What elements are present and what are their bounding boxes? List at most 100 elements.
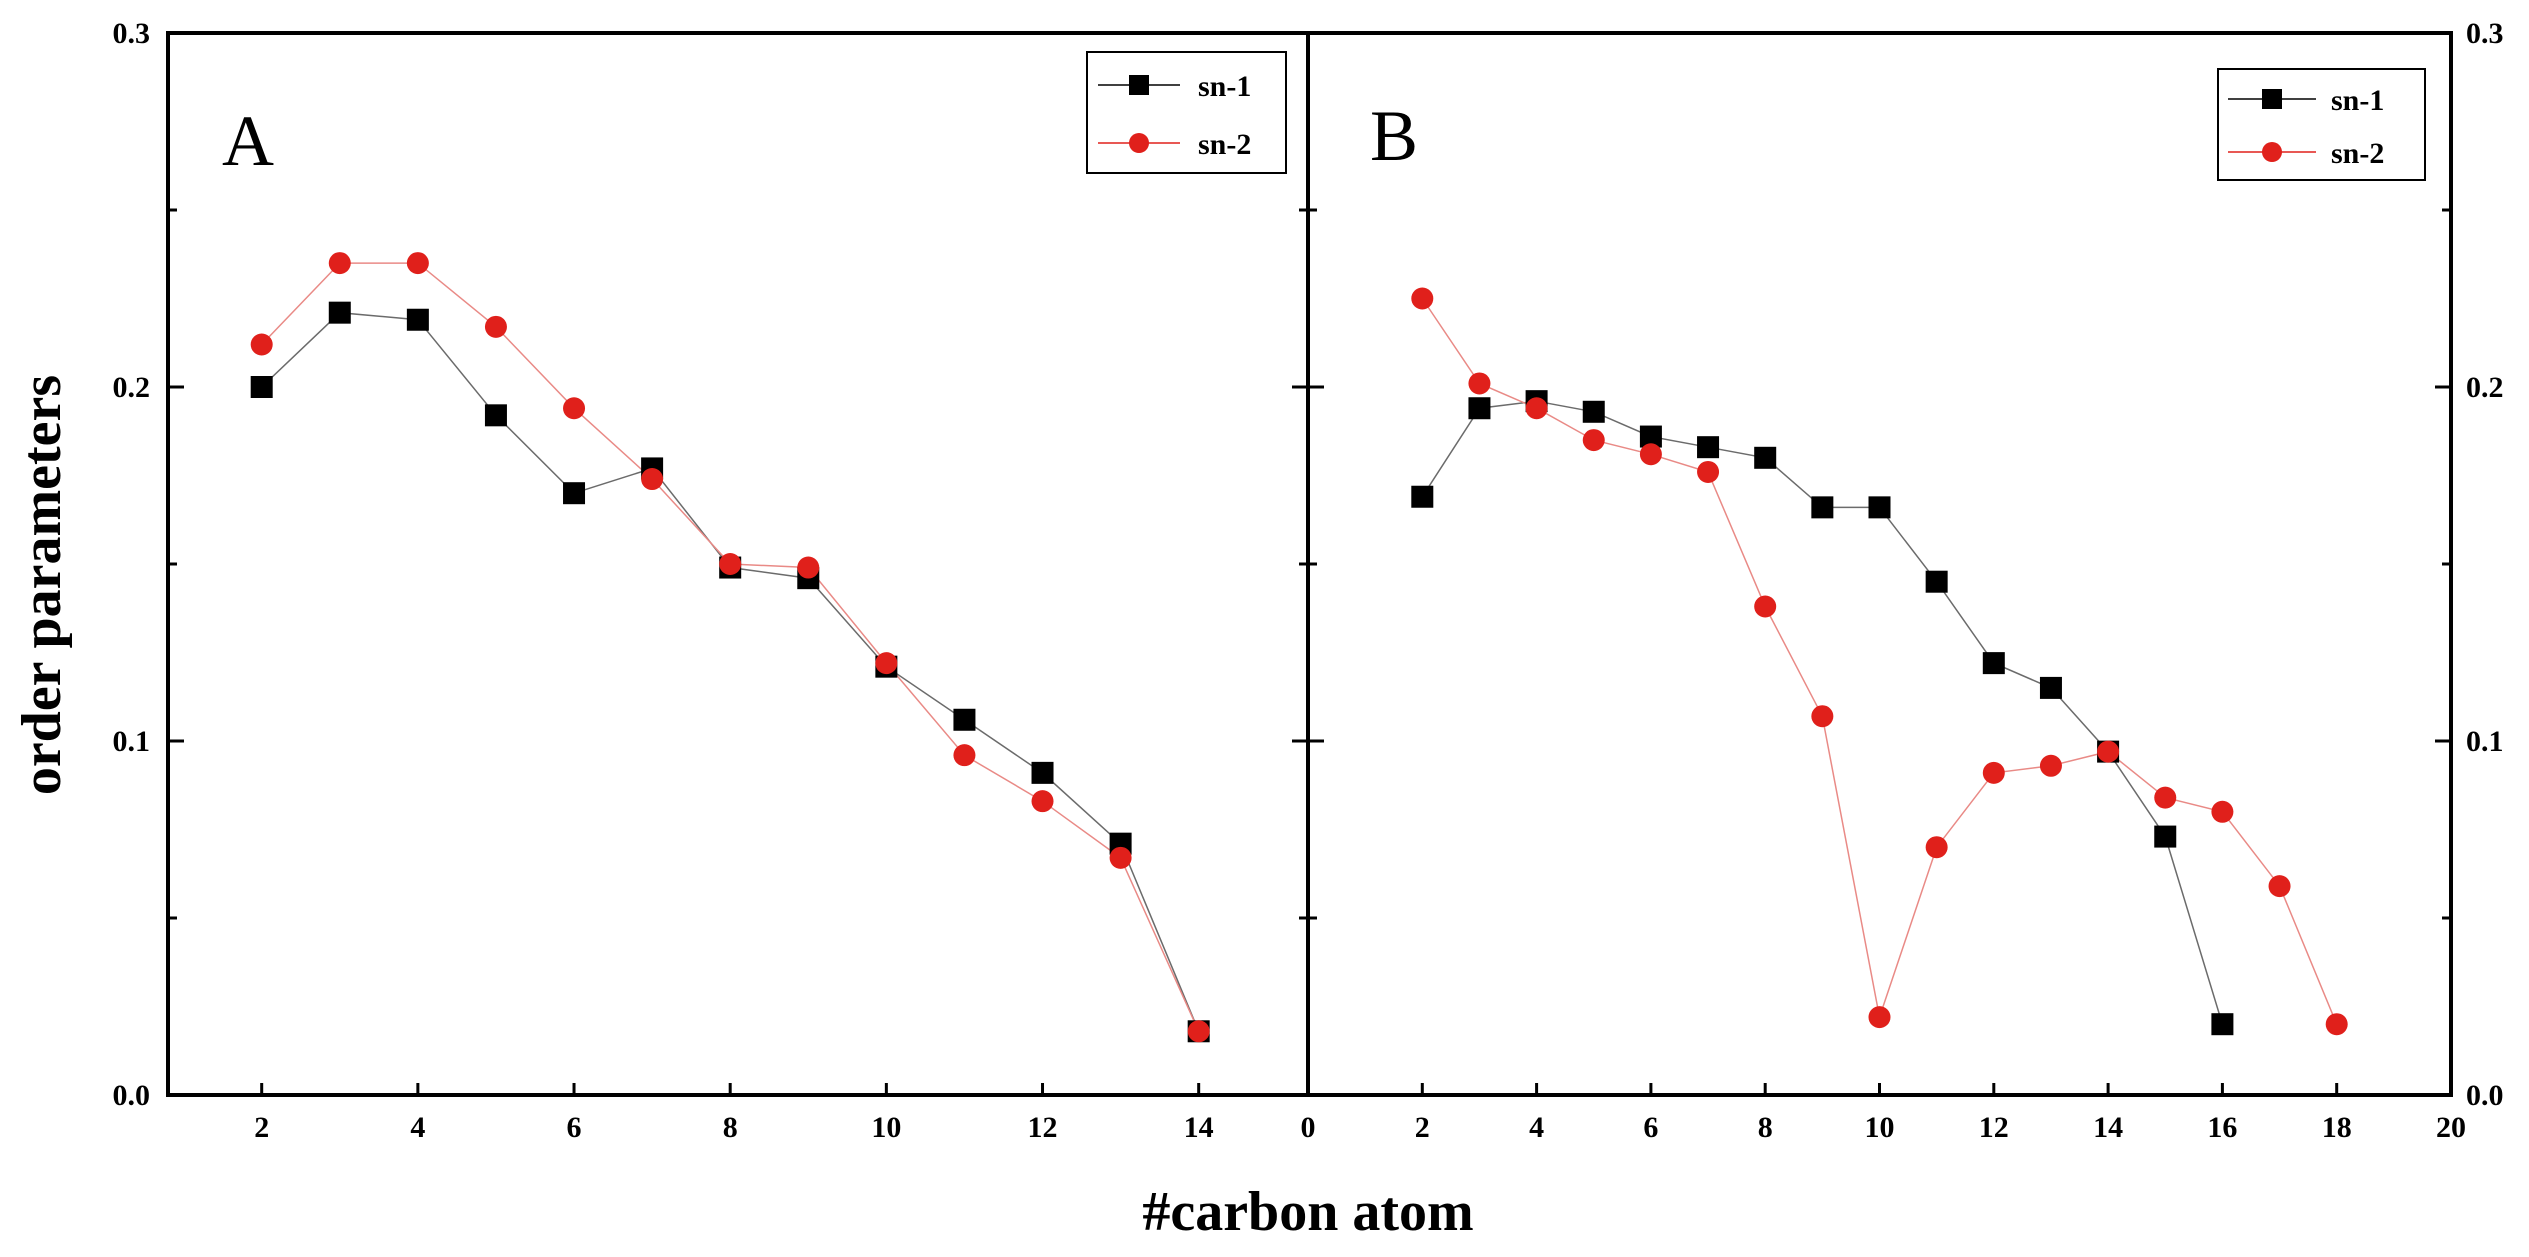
- y-tick-label-left: 0.1: [113, 725, 151, 758]
- panel-b-sn-1-point: [1468, 397, 1491, 420]
- y-tick-label-left: 0.3: [113, 17, 151, 50]
- panel-a-x-tick-label: 10: [871, 1111, 901, 1144]
- legend-b: sn-1 sn-2: [2217, 68, 2426, 181]
- panel-b-sn-1-point: [1754, 446, 1777, 469]
- panel-a-label: A: [222, 101, 274, 181]
- panel-a-sn-2-point: [875, 652, 898, 675]
- panel-b-sn-1-point: [2211, 1013, 2234, 1036]
- panel-b-x-tick-label: 6: [1643, 1111, 1658, 1144]
- panel-a-sn-2-point: [406, 252, 429, 275]
- panel-b-sn-1-point: [1697, 436, 1720, 459]
- legend-a-sn1-label: sn-1: [1198, 70, 1251, 103]
- legend-a-sn2-marker: [1129, 133, 1149, 153]
- panel-a-sn-2-point: [328, 252, 351, 275]
- panel-b-x-tick-label: 20: [2436, 1111, 2466, 1144]
- panel-b-sn-1-point: [1982, 652, 2005, 675]
- panel-b-sn-2-point: [1468, 372, 1491, 395]
- panel-b-x-tick-label: 10: [1865, 1111, 1895, 1144]
- panel-a-x-tick-label: 4: [410, 1111, 425, 1144]
- panel-a-x-tick-label: 14: [1184, 1111, 1214, 1144]
- panel-b-sn-1-point: [1925, 570, 1948, 593]
- panel-b-sn-1-point: [1411, 485, 1434, 508]
- panel-a-sn-2-point: [1187, 1020, 1210, 1043]
- panel-a-x-tick-label: 12: [1028, 1111, 1058, 1144]
- panel-b-sn-2-point: [2211, 800, 2234, 823]
- panel-a-sn-2-point: [563, 397, 586, 420]
- panel-b-x-tick-label: 12: [1979, 1111, 2009, 1144]
- legend-b-sn1-label: sn-1: [2331, 84, 2384, 117]
- y-tick-label-right: 0.1: [2466, 725, 2504, 758]
- panel-a-sn-1-point: [1031, 761, 1054, 784]
- panel-b-sn-2-point: [2268, 875, 2291, 898]
- legend-b-sn2-label: sn-2: [2331, 137, 2384, 170]
- panel-a-x-tick-label: 2: [254, 1111, 269, 1144]
- panel-b-sn-2-point: [2039, 754, 2062, 777]
- panel-a-sn-1-point: [953, 708, 976, 731]
- panel-b-x-tick-label: 4: [1529, 1111, 1544, 1144]
- panel-b-sn-2-point: [1754, 595, 1777, 618]
- panel-b-sn-2-point: [1868, 1006, 1891, 1029]
- panel-b-x-tick-label: 18: [2322, 1111, 2352, 1144]
- legend-b-sn1-marker: [2262, 89, 2282, 109]
- panel-b-sn-2-point: [1525, 397, 1548, 420]
- panel-a-sn-1-point: [563, 482, 586, 505]
- panel-a-sn-2-point: [484, 315, 507, 338]
- panel-b-sn-2-point: [1582, 429, 1605, 452]
- panel-b-sn-2-point: [1811, 705, 1834, 728]
- panel-b-x-tick-label: 0: [1301, 1111, 1316, 1144]
- ticks-layer: 2 4 6 8 10 12 14 0 2 4 6 8 10 12 14 16 18 200.0 0.00.1 0.10…: [113, 17, 2504, 1144]
- panel-b-sn-1-point: [2039, 676, 2062, 699]
- legend-a-sn2-label: sn-2: [1198, 128, 1251, 161]
- panel-b-sn-1-point: [2154, 825, 2177, 848]
- panel-a-sn-1-point: [328, 301, 351, 324]
- panel-b-label: B: [1370, 96, 1418, 176]
- legend-a-sn1-marker: [1129, 75, 1149, 95]
- panel-b-sn-1-point: [1868, 496, 1891, 519]
- y-tick-label-right: 0.3: [2466, 17, 2504, 50]
- panel-a-sn-2-point: [953, 744, 976, 767]
- panel-b-sn-2-line: [1421, 298, 2338, 1025]
- y-tick-label-right: 0.0: [2466, 1079, 2504, 1112]
- x-axis-title: #carbon atom: [1142, 1181, 1473, 1243]
- panel-b-sn-2-point: [2097, 740, 2120, 763]
- legend-b-sn2-marker: [2262, 142, 2282, 162]
- panel-b-x-tick-label: 8: [1758, 1111, 1773, 1144]
- panel-b-sn-2-point: [1697, 460, 1720, 483]
- panel-a-sn-2-point: [250, 333, 273, 356]
- panel-a-sn-1-point: [406, 308, 429, 331]
- panel-b-sn-1-point: [1811, 496, 1834, 519]
- panel-b-x-tick-label: 2: [1415, 1111, 1430, 1144]
- panel-b-frame: [1306, 31, 2453, 1097]
- panel-a-x-tick-label: 6: [567, 1111, 582, 1144]
- panel-b-sn-2-point: [2154, 786, 2177, 809]
- panel-b-sn-2-point: [1925, 836, 1948, 859]
- y-tick-label-right: 0.2: [2466, 371, 2504, 404]
- panel-a-sn-2-point: [797, 556, 820, 579]
- y-axis-title: order parameters: [11, 375, 73, 795]
- markers-layer: [250, 252, 2348, 1043]
- y-tick-label-left: 0.2: [113, 371, 151, 404]
- panel-a-sn-1-line: [261, 311, 1200, 1032]
- panel-b-sn-2-point: [1639, 443, 1662, 466]
- legend-b-box: [2217, 68, 2426, 181]
- panel-b-sn-2-point: [1982, 761, 2005, 784]
- panel-b-sn-2-point: [1411, 287, 1434, 310]
- panel-a-sn-2-point: [1109, 846, 1132, 869]
- panel-a-sn-1-point: [250, 376, 273, 398]
- panel-a-sn-2-point: [641, 468, 664, 491]
- y-tick-label-left: 0.0: [113, 1079, 151, 1112]
- panel-a-x-tick-label: 8: [723, 1111, 738, 1144]
- panel-a-sn-2-point: [1031, 790, 1054, 813]
- series-lines-layer: [261, 262, 2338, 1032]
- panel-a-sn-2-point: [719, 553, 742, 575]
- panel-b-x-tick-label: 14: [2093, 1111, 2123, 1144]
- panel-a-sn-2-line: [261, 262, 1200, 1032]
- panel-a-sn-1-point: [484, 404, 507, 427]
- panel-b-x-tick-label: 16: [2207, 1111, 2237, 1144]
- legend-a: sn-1 sn-2: [1086, 51, 1287, 174]
- panel-b-sn-1-point: [1582, 400, 1605, 423]
- panel-b-sn-2-point: [2325, 1013, 2348, 1036]
- legend-a-box: [1086, 51, 1287, 174]
- panel-b-sn-1-point: [1639, 425, 1662, 448]
